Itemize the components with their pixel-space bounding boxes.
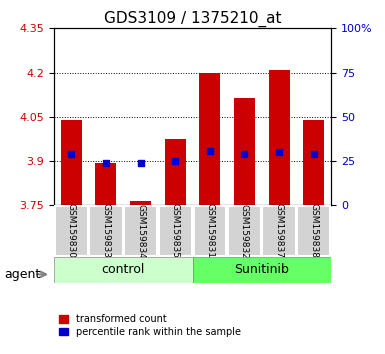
Point bbox=[311, 151, 317, 156]
FancyBboxPatch shape bbox=[124, 206, 157, 256]
Point bbox=[241, 151, 248, 156]
Bar bbox=[269, 70, 290, 205]
Text: GSM159833: GSM159833 bbox=[101, 204, 110, 258]
FancyBboxPatch shape bbox=[54, 257, 192, 283]
Text: GSM159835: GSM159835 bbox=[171, 204, 180, 258]
Bar bbox=[61, 120, 82, 205]
Bar bbox=[303, 120, 324, 205]
Text: GSM159832: GSM159832 bbox=[240, 204, 249, 258]
Point bbox=[137, 160, 144, 165]
FancyBboxPatch shape bbox=[89, 206, 122, 256]
Text: GSM159830: GSM159830 bbox=[67, 204, 76, 258]
Text: Sunitinib: Sunitinib bbox=[234, 263, 289, 276]
Text: GSM159838: GSM159838 bbox=[309, 204, 318, 258]
Point bbox=[103, 160, 109, 165]
FancyBboxPatch shape bbox=[297, 206, 330, 256]
Point bbox=[276, 149, 282, 155]
FancyBboxPatch shape bbox=[228, 206, 261, 256]
Text: GSM159831: GSM159831 bbox=[205, 204, 214, 258]
Text: GSM159834: GSM159834 bbox=[136, 204, 145, 258]
FancyBboxPatch shape bbox=[263, 206, 296, 256]
Point bbox=[68, 151, 74, 156]
FancyBboxPatch shape bbox=[55, 206, 88, 256]
Text: control: control bbox=[102, 263, 145, 276]
Text: GSM159837: GSM159837 bbox=[275, 204, 284, 258]
Legend: transformed count, percentile rank within the sample: transformed count, percentile rank withi… bbox=[59, 314, 241, 337]
Bar bbox=[95, 162, 116, 205]
Bar bbox=[130, 201, 151, 205]
Text: agent: agent bbox=[4, 268, 40, 281]
FancyBboxPatch shape bbox=[159, 206, 192, 256]
Bar bbox=[199, 73, 220, 205]
Point bbox=[207, 148, 213, 154]
Bar bbox=[234, 98, 255, 205]
FancyBboxPatch shape bbox=[193, 206, 226, 256]
Title: GDS3109 / 1375210_at: GDS3109 / 1375210_at bbox=[104, 11, 281, 27]
Point bbox=[172, 158, 178, 164]
FancyBboxPatch shape bbox=[192, 257, 331, 283]
Bar bbox=[165, 139, 186, 205]
